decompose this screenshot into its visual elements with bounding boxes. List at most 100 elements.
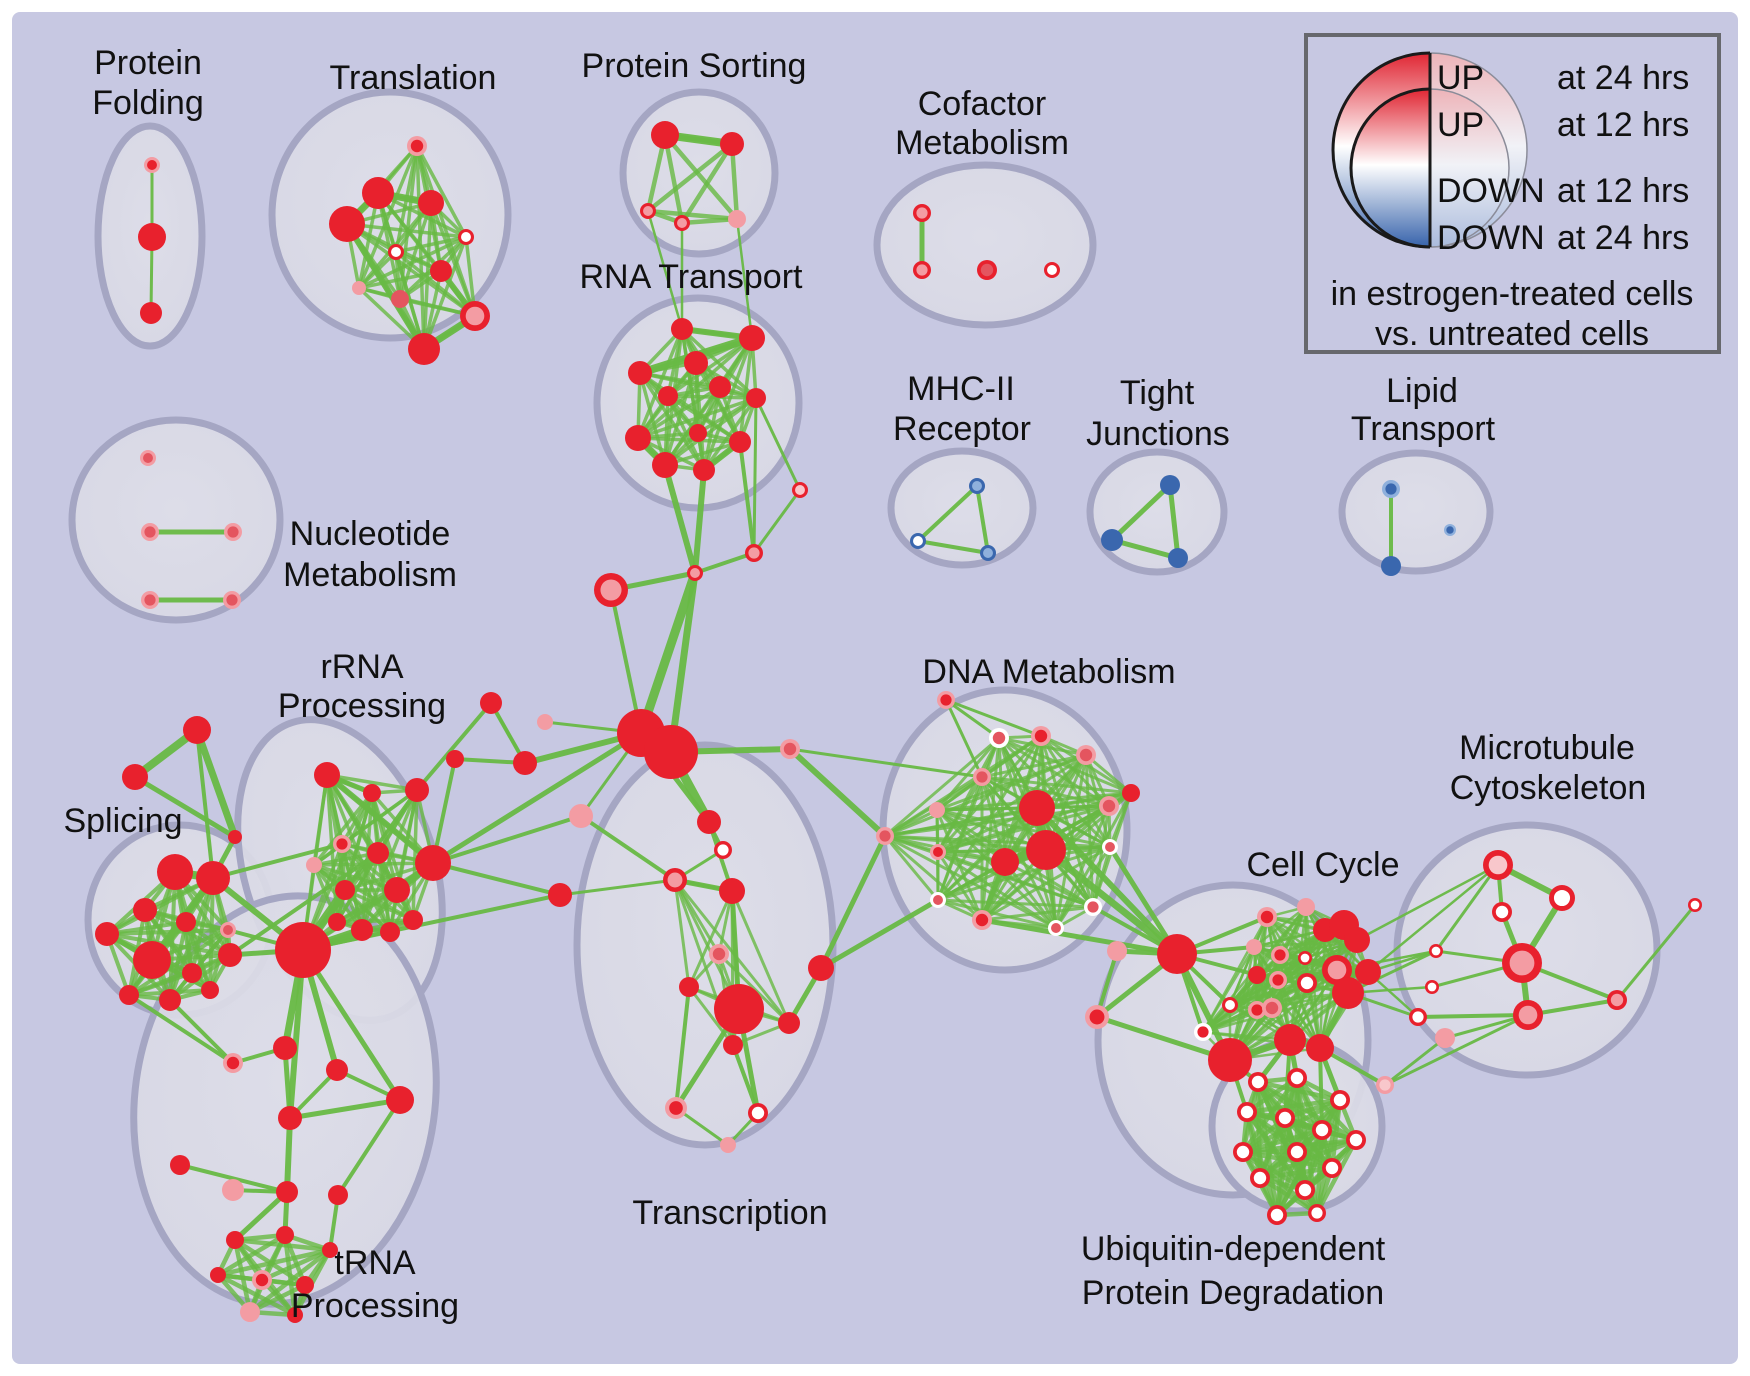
network-node-ring: [408, 333, 440, 365]
network-edge: [1346, 949, 1438, 995]
network-node-center: [1509, 950, 1535, 976]
network-node-center: [667, 872, 683, 888]
network-edge: [193, 726, 239, 841]
network-node-ring: [296, 1276, 314, 1294]
cluster-label-rna-transport: RNA Transport: [580, 258, 804, 296]
network-node-center: [226, 594, 238, 606]
network-node-ring: [367, 842, 389, 864]
network-edge: [1257, 1175, 1320, 1216]
network-edge: [411, 788, 419, 922]
network-edge: [673, 878, 691, 989]
network-edge: [980, 775, 1007, 864]
network-node-ring: [95, 922, 119, 946]
network-node-ring: [380, 922, 400, 942]
legend-time-label: at 24 hrs: [1557, 219, 1689, 257]
network-node-ring: [228, 830, 242, 844]
network-node-center: [913, 536, 923, 546]
network-edge: [178, 1163, 289, 1194]
network-node-center: [1197, 1026, 1209, 1038]
network-node-ring: [306, 857, 322, 873]
network-edge: [1434, 863, 1500, 953]
network-node-ring: [403, 910, 423, 930]
network-edge: [636, 327, 684, 440]
legend-direction-label: DOWN: [1437, 219, 1545, 257]
network-node-ring: [693, 459, 715, 481]
network-edge: [282, 1232, 298, 1318]
network-edge: [980, 905, 1095, 922]
network-node-ring: [746, 388, 766, 408]
network-node-ring: [138, 223, 166, 251]
network-edge: [979, 917, 1180, 957]
network-node-ring: [351, 919, 373, 941]
network-edge: [394, 235, 468, 254]
network-node-center: [1272, 974, 1284, 986]
cluster-label-lipid-transport: Transport: [1351, 410, 1496, 448]
network-node-ring: [1101, 529, 1123, 551]
cluster-label-cofactor-metabolism: Cofactor: [918, 85, 1047, 123]
network-node-center: [1333, 1093, 1347, 1107]
network-edge: [1335, 949, 1438, 972]
network-node-center: [980, 263, 994, 277]
network-node-center: [1270, 1208, 1284, 1222]
network-node-center: [410, 139, 424, 153]
network-edge: [579, 814, 677, 882]
network-edge: [944, 698, 984, 779]
network-node-center: [1225, 1000, 1235, 1010]
network-node-ring: [719, 878, 745, 904]
cluster-label-tight-junctions: Tight: [1120, 374, 1195, 412]
cluster-label-trna-processing: tRNA: [334, 1244, 416, 1282]
network-node-ring: [569, 804, 593, 828]
network-edge: [211, 842, 344, 880]
network-node-center: [391, 247, 401, 257]
network-edge: [731, 1043, 760, 1115]
cluster-label-protein-folding: Folding: [92, 84, 204, 122]
network-edge: [636, 568, 700, 738]
cluster-label-tight-junctions: Junctions: [1086, 415, 1230, 453]
network-edge: [287, 1097, 403, 1121]
network-node-center: [1236, 1145, 1250, 1159]
network-node-ring: [1168, 548, 1188, 568]
network-edge: [345, 222, 468, 239]
cluster-ellipse-mhc-ii-receptor: [887, 447, 1037, 569]
cluster-label-protein-folding: Protein: [94, 44, 202, 82]
network-node-center: [1087, 901, 1099, 913]
network-node-ring: [1157, 934, 1197, 974]
legend-time-label: at 12 hrs: [1557, 106, 1689, 144]
network-edge: [1278, 938, 1359, 957]
network-node-center: [1105, 842, 1115, 852]
network-node-center: [1349, 1133, 1363, 1147]
network-edge: [883, 736, 1001, 838]
network-node-center: [1251, 1004, 1263, 1016]
network-node-center: [1300, 953, 1310, 963]
cluster-label-lipid-transport: Lipid: [1386, 372, 1458, 410]
network-edge: [1416, 1013, 1530, 1019]
network-node-ring: [1381, 556, 1401, 576]
network-node-ring: [1107, 941, 1127, 961]
network-node-center: [1089, 1009, 1105, 1025]
network-node-ring: [714, 984, 764, 1034]
network-edge: [680, 327, 758, 400]
network-node-center: [748, 547, 760, 559]
network-edge: [335, 918, 415, 924]
network-edge: [692, 467, 707, 576]
network-edge: [429, 201, 477, 318]
network-edge: [1109, 537, 1181, 561]
network-node-ring: [548, 883, 572, 907]
network-node-center: [983, 548, 993, 558]
network-node-ring: [658, 386, 678, 406]
network-edge: [558, 878, 677, 897]
network-node-ring: [480, 692, 502, 714]
network-edge: [415, 701, 493, 792]
network-node-center: [940, 694, 952, 706]
network-node-center: [1260, 910, 1274, 924]
network-edge: [662, 132, 685, 226]
cluster-label-ubiquitin-degradation: Protein Degradation: [1082, 1274, 1384, 1312]
network-edge: [336, 1098, 402, 1197]
network-node-ring: [684, 351, 708, 375]
network-node-center: [227, 526, 239, 538]
network-node-center: [916, 207, 928, 219]
network-edge: [752, 488, 802, 555]
network-edge: [936, 898, 1058, 930]
network-edge: [324, 772, 436, 866]
